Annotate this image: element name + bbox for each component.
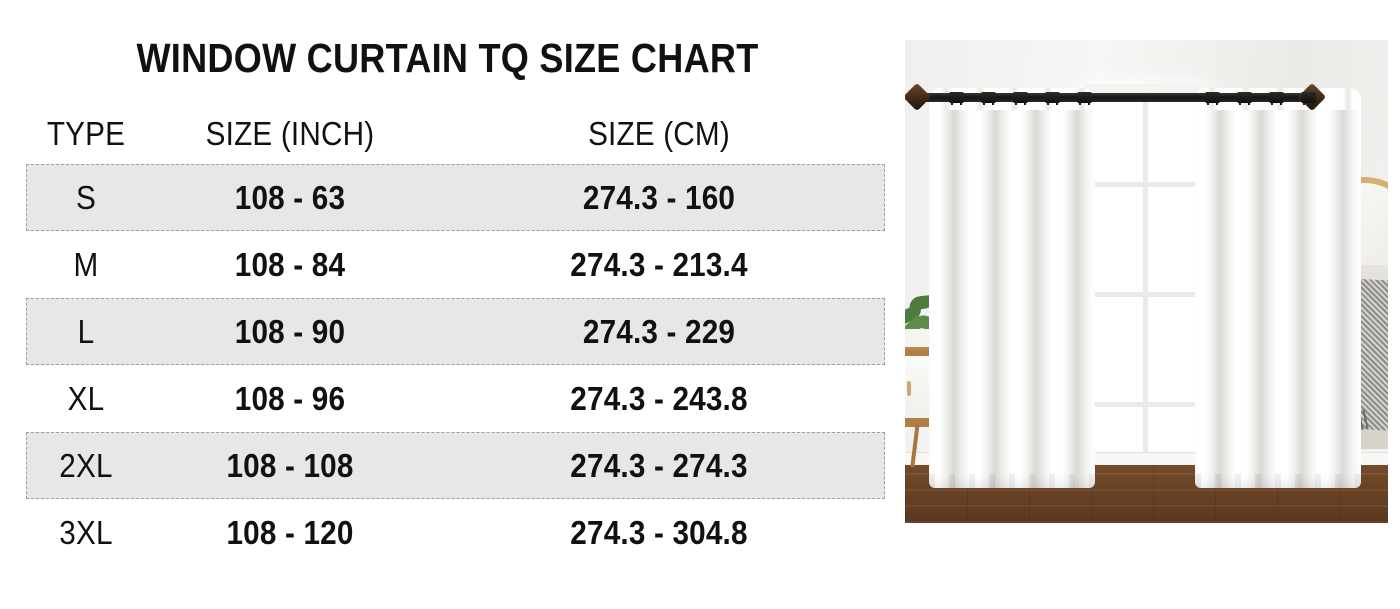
curtain-grommet-icon	[1237, 92, 1252, 105]
curtain-fabric	[1195, 96, 1361, 488]
curtain-rod	[915, 93, 1311, 102]
curtain-grommet-icon	[1269, 92, 1284, 105]
cell-type: S	[76, 178, 96, 216]
cell-size-inch: 108 - 84	[234, 245, 346, 283]
cell-type: XL	[67, 379, 105, 417]
window-mullion-horizontal	[1091, 402, 1198, 407]
cell-type: 3XL	[59, 513, 113, 551]
sideboard-leg	[910, 422, 920, 468]
curtain-panel-right	[1195, 88, 1361, 488]
table-row: 2XL 108 - 108 274.3 - 274.3	[26, 432, 885, 499]
cell-size-cm: 274.3 - 160	[582, 178, 736, 216]
cell-size-inch: 108 - 120	[226, 513, 354, 551]
product-photo	[905, 40, 1388, 523]
page-title: WINDOW CURTAIN TQ SIZE CHART	[136, 35, 759, 81]
cell-size-inch: 108 - 90	[234, 312, 346, 350]
table-row: 3XL 108 - 120 274.3 - 304.8	[26, 499, 885, 566]
curtain-fabric	[929, 96, 1095, 488]
curtain-grommet-icon	[1045, 92, 1060, 105]
size-table: TYPE SIZE (INCH) SIZE (CM) S 108 - 63 27…	[0, 104, 895, 566]
curtain-grommet-icon	[981, 92, 996, 105]
cell-size-inch: 108 - 63	[234, 178, 346, 216]
table-header-row: TYPE SIZE (INCH) SIZE (CM)	[26, 104, 885, 164]
curtain-grommet-icon	[1077, 92, 1092, 105]
column-header-size-cm: SIZE (CM)	[588, 115, 730, 152]
cell-size-inch: 108 - 108	[226, 446, 354, 484]
table-row: M 108 - 84 274.3 - 213.4	[26, 231, 885, 298]
sideboard-handle	[907, 381, 911, 396]
cell-size-cm: 274.3 - 243.8	[570, 379, 748, 417]
column-header-type: TYPE	[46, 115, 126, 152]
cell-type: 2XL	[59, 446, 113, 484]
curtain-grommet-icon	[1013, 92, 1028, 105]
curtain-panel-left	[929, 88, 1095, 488]
window-frame-top	[1085, 84, 1204, 93]
curtain-grommet-icon	[1301, 92, 1316, 105]
table-row: XL 108 - 96 274.3 - 243.8	[26, 365, 885, 432]
column-header-size-inch: SIZE (INCH)	[205, 115, 375, 152]
cell-size-cm: 274.3 - 213.4	[570, 245, 748, 283]
cell-size-cm: 274.3 - 229	[582, 312, 736, 350]
window-mullion-horizontal	[1091, 292, 1198, 297]
cell-type: L	[77, 312, 95, 350]
cell-size-cm: 274.3 - 274.3	[570, 446, 748, 484]
window	[1085, 84, 1204, 492]
table-row: L 108 - 90 274.3 - 229	[26, 298, 885, 365]
curtain-grommet-icon	[1205, 92, 1220, 105]
curtain-grommet-icon	[949, 92, 964, 105]
cell-type: M	[73, 245, 99, 283]
window-mullion-horizontal	[1091, 182, 1198, 187]
cell-size-inch: 108 - 96	[234, 379, 346, 417]
cell-size-cm: 274.3 - 304.8	[570, 513, 748, 551]
table-row: S 108 - 63 274.3 - 160	[26, 164, 885, 231]
size-chart-panel: WINDOW CURTAIN TQ SIZE CHART TYPE SIZE (…	[0, 35, 895, 566]
